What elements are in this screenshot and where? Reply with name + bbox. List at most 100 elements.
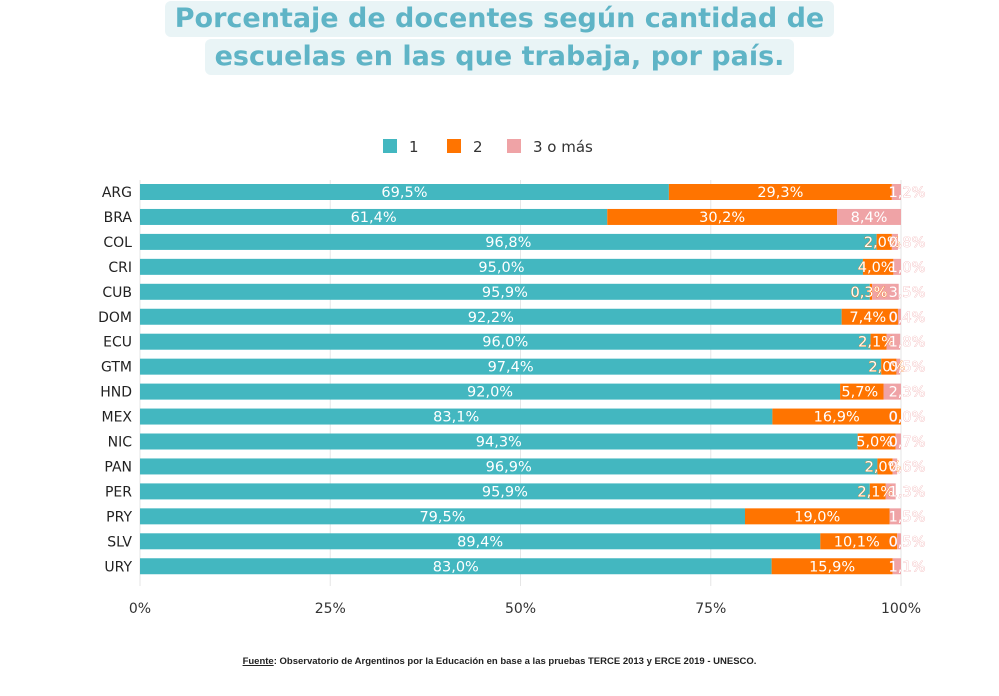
data-label: 61,4% bbox=[351, 210, 397, 226]
data-label: 0,6% bbox=[889, 459, 926, 475]
chart-title-line-2: escuelas en las que trabaja, por país. bbox=[204, 39, 795, 75]
data-label: 5,0% bbox=[856, 435, 893, 451]
data-label: 1,3% bbox=[889, 484, 926, 500]
legend-swatch bbox=[383, 139, 397, 153]
bar-segment bbox=[140, 233, 877, 250]
x-tick-label: 25% bbox=[315, 601, 346, 617]
bar-segment bbox=[140, 533, 821, 550]
bar-segment bbox=[886, 333, 901, 350]
data-label: 2,3% bbox=[889, 385, 926, 401]
bar-segment bbox=[876, 233, 892, 250]
x-tick-label: 75% bbox=[695, 601, 726, 617]
category-label: URY bbox=[104, 559, 132, 575]
bar-segment bbox=[140, 184, 669, 200]
data-label: 7,4% bbox=[849, 310, 886, 326]
data-label: 0,8% bbox=[889, 235, 926, 251]
data-label: 0,4% bbox=[889, 310, 926, 326]
chart-title: Porcentaje de docentes según cantidad de… bbox=[0, 0, 999, 76]
bar-segment bbox=[140, 483, 870, 500]
bar-segment bbox=[892, 558, 901, 575]
data-label: 8,4% bbox=[851, 210, 888, 226]
data-label: 92,0% bbox=[467, 385, 513, 401]
bar-segment bbox=[140, 333, 871, 350]
bar-segment bbox=[870, 333, 887, 350]
bar-segment bbox=[893, 258, 901, 275]
stacked-bar-chart: 0% 25% 50% 75% 100% 1 2 3 o más ARG 69,5% 29,3% 1,2… bbox=[98, 138, 926, 617]
data-label: 15,9% bbox=[809, 559, 855, 575]
data-label: 95,9% bbox=[482, 484, 528, 500]
bar-segment bbox=[881, 358, 897, 375]
category-label: DOM bbox=[98, 310, 132, 326]
category-label: BRA bbox=[104, 210, 133, 226]
category-label: SLV bbox=[107, 534, 132, 550]
bar-segment bbox=[820, 533, 898, 550]
data-label: 92,2% bbox=[468, 310, 514, 326]
bar-segment bbox=[841, 308, 898, 325]
data-label: 0,7% bbox=[889, 435, 926, 451]
x-tick-label: 100% bbox=[881, 601, 921, 617]
bar-segment bbox=[897, 308, 901, 325]
bar-segment bbox=[869, 283, 873, 300]
category-label: CUB bbox=[102, 285, 132, 301]
bar-segment bbox=[140, 208, 608, 225]
data-label: 1,0% bbox=[889, 260, 926, 276]
bar-segment bbox=[889, 508, 901, 525]
legend-swatch bbox=[507, 139, 521, 153]
bar-segment bbox=[895, 433, 901, 450]
bar-segment bbox=[140, 383, 841, 400]
bar-segment bbox=[877, 458, 893, 475]
category-label: COL bbox=[103, 235, 132, 251]
bar-segment bbox=[891, 233, 898, 250]
bar-segment bbox=[857, 433, 896, 450]
bar-segment bbox=[607, 208, 838, 225]
legend-swatch bbox=[447, 139, 461, 153]
category-label: GTM bbox=[101, 360, 132, 376]
chart-title-line-1: Porcentaje de docentes según cantidad de bbox=[164, 1, 835, 37]
data-label: 3,5% bbox=[889, 285, 926, 301]
data-label: 30,2% bbox=[699, 210, 745, 226]
bar-segment bbox=[896, 358, 901, 375]
bar-segment bbox=[840, 383, 884, 400]
data-label: 96,9% bbox=[486, 459, 532, 475]
bar-segment bbox=[883, 383, 901, 400]
data-label: 29,3% bbox=[757, 185, 803, 201]
category-label: PRY bbox=[106, 509, 132, 525]
data-label: 0,5% bbox=[889, 534, 926, 550]
category-label: PER bbox=[105, 484, 132, 500]
legend-label: 3 o más bbox=[533, 138, 593, 156]
bar-segment bbox=[837, 208, 901, 225]
bar-segment bbox=[891, 184, 901, 200]
data-label: 16,9% bbox=[814, 410, 860, 426]
data-label: 94,3% bbox=[476, 435, 522, 451]
data-label: 0,3% bbox=[851, 285, 888, 301]
bar-segment bbox=[885, 483, 896, 500]
data-label: 89,4% bbox=[457, 534, 503, 550]
category-label: HND bbox=[100, 385, 132, 401]
data-label: 83,0% bbox=[433, 559, 479, 575]
legend-label: 2 bbox=[473, 138, 483, 156]
category-label: PAN bbox=[104, 459, 132, 475]
bar-segment bbox=[668, 184, 892, 200]
bar-segment bbox=[140, 508, 745, 525]
bar-segment bbox=[140, 558, 772, 575]
bar-segment bbox=[869, 483, 886, 500]
legend-label: 1 bbox=[409, 138, 419, 156]
bar-segment bbox=[140, 258, 863, 275]
data-label: 4,0% bbox=[858, 260, 895, 276]
x-tick-label: 0% bbox=[129, 601, 151, 617]
data-label: 96,8% bbox=[485, 235, 531, 251]
category-label: ARG bbox=[102, 185, 132, 201]
bar-segment bbox=[140, 308, 842, 325]
data-label: 95,9% bbox=[482, 285, 528, 301]
data-label: 1,1% bbox=[889, 559, 926, 575]
category-label: ECU bbox=[103, 335, 132, 351]
data-label: 0,0% bbox=[889, 410, 926, 426]
bar-segment bbox=[862, 258, 894, 275]
data-label: 83,1% bbox=[433, 410, 479, 426]
x-tick-label: 50% bbox=[505, 601, 536, 617]
data-label: 1,8% bbox=[889, 335, 926, 351]
source-label: Fuente bbox=[242, 656, 274, 667]
data-label: 19,0% bbox=[794, 509, 840, 525]
bar-segment bbox=[892, 458, 898, 475]
bar-segment bbox=[772, 408, 901, 425]
